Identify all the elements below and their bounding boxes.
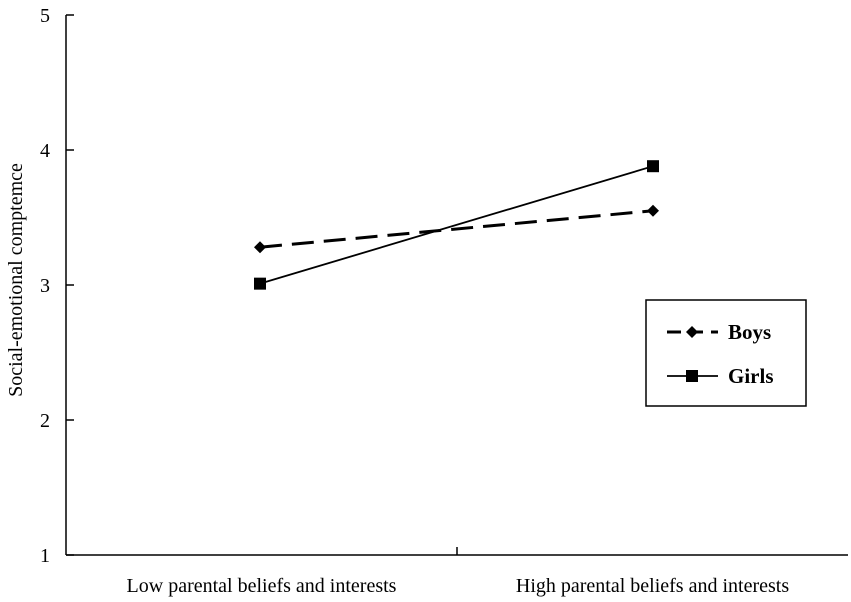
series-boys <box>254 204 659 254</box>
legend-marker <box>686 370 698 382</box>
series-line-girls <box>259 165 654 285</box>
y-ticks: 1 2 3 4 5 <box>40 5 74 567</box>
series-girls <box>254 160 659 290</box>
data-point-girls <box>647 160 659 173</box>
x-category-label: High parental beliefs and interests <box>516 575 789 597</box>
y-tick-label: 5 <box>40 5 50 27</box>
series-group <box>254 160 659 290</box>
y-tick-label: 4 <box>40 140 50 162</box>
y-tick-label: 1 <box>40 545 50 567</box>
legend-label: Boys <box>728 320 771 344</box>
y-tick-label: 3 <box>40 275 50 297</box>
axes <box>65 15 848 556</box>
series-line-boys <box>259 209 654 249</box>
x-category-label: Low parental beliefs and interests <box>127 575 397 597</box>
y-tick-label: 2 <box>40 410 50 432</box>
legend-label: Girls <box>728 364 774 388</box>
legend-item-boys: Boys <box>667 320 771 344</box>
data-point-boys <box>647 204 659 217</box>
legend-marker <box>686 326 698 338</box>
y-axis-label: Social-emotional comptemce <box>5 163 27 397</box>
data-point-girls <box>254 277 266 290</box>
legend: Boys Girls <box>645 299 807 407</box>
data-point-boys <box>254 241 266 254</box>
legend-box <box>645 299 807 407</box>
legend-item-girls: Girls <box>667 364 774 388</box>
x-categories: Low parental beliefs and interests High p… <box>127 547 789 597</box>
